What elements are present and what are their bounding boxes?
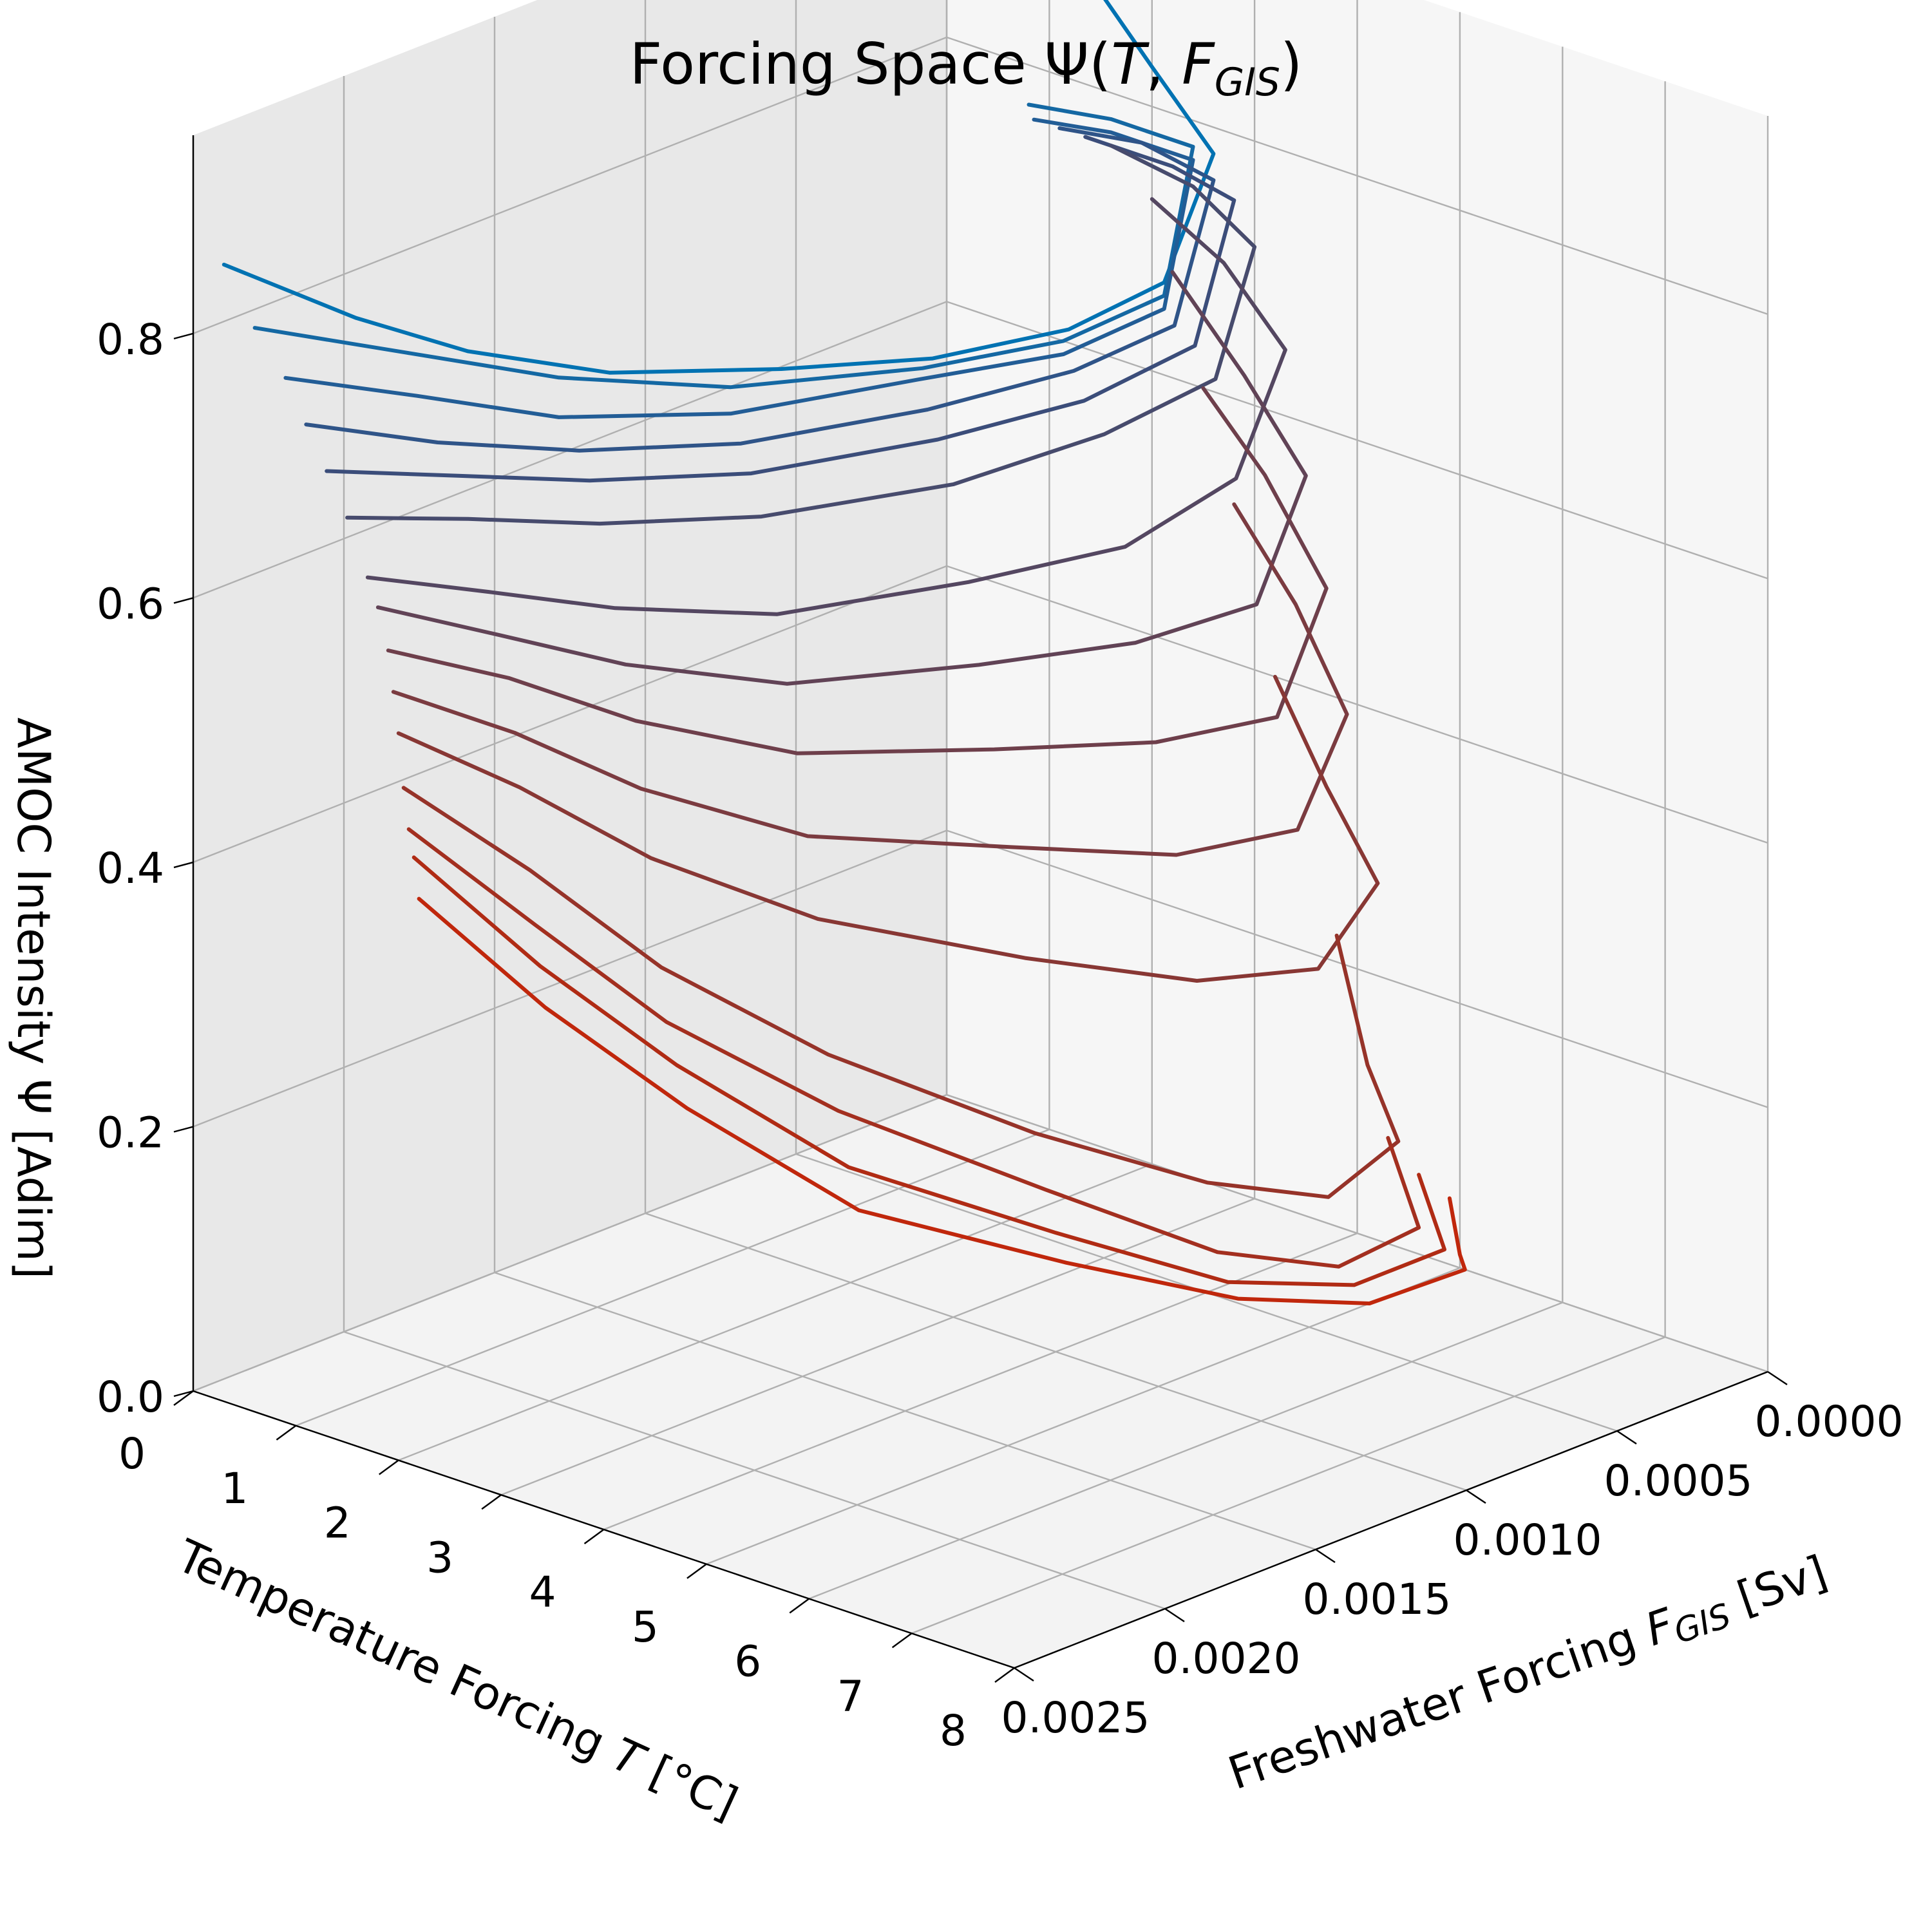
z-tick-label: 0.6 xyxy=(97,579,164,629)
x-tick-label: 3 xyxy=(426,1533,453,1582)
chart-panes xyxy=(193,0,1768,1668)
x-tick-label: 2 xyxy=(324,1499,351,1548)
series-line-13 xyxy=(406,827,1421,1269)
y-tick-label: 0.0000 xyxy=(1755,1397,1904,1446)
y-tick-mark xyxy=(1014,1667,1034,1681)
x-tick-label: 5 xyxy=(632,1602,659,1652)
x-tick-label: 8 xyxy=(940,1706,967,1756)
y-tick-label: 0.0020 xyxy=(1152,1634,1301,1683)
grid-line-z xyxy=(193,301,1768,599)
x-tick-label: 6 xyxy=(734,1637,761,1687)
series-line-6 xyxy=(345,144,1257,526)
x-tick-mark xyxy=(994,1667,1015,1683)
grid-line-z xyxy=(193,829,1768,1128)
y-tick-label: 0.0015 xyxy=(1303,1575,1452,1624)
series-line-11 xyxy=(396,674,1380,983)
y-axis-line xyxy=(1014,1370,1768,1669)
series-line-9 xyxy=(386,386,1329,755)
x-axis-label: Temperature Forcing T [°C] xyxy=(169,1529,746,1830)
series-line-8 xyxy=(375,270,1308,686)
x-tick-label: 1 xyxy=(221,1464,248,1513)
z-tick-mark xyxy=(173,1126,194,1133)
series-line-12 xyxy=(401,786,1401,1199)
z-tick-label: 0.2 xyxy=(97,1108,164,1158)
grid-line-z xyxy=(193,36,1768,335)
x-tick-label: 0 xyxy=(118,1429,146,1479)
grid-line-z xyxy=(193,1094,1768,1392)
series-line-14 xyxy=(412,855,1446,1287)
x-tick-mark xyxy=(276,1425,297,1441)
chart-title: Forcing Space Ψ(T, FGIS) xyxy=(630,31,1303,105)
x-tick-mark xyxy=(891,1633,913,1649)
series-line-1 xyxy=(222,0,1216,375)
series-line-4 xyxy=(304,126,1216,453)
x-tick-label: 7 xyxy=(837,1671,864,1721)
z-tick-label: 0.0 xyxy=(97,1372,164,1422)
y-tick-mark xyxy=(1315,1549,1336,1563)
y-tick-label: 0.0025 xyxy=(1001,1693,1150,1743)
z-tick-mark xyxy=(173,861,194,869)
x-tick-mark xyxy=(173,1390,194,1406)
x-tick-mark xyxy=(687,1563,707,1579)
x-tick-mark xyxy=(583,1529,605,1544)
z-tick-mark xyxy=(173,597,194,604)
x-tick-mark xyxy=(481,1494,502,1510)
z-tick-label: 0.8 xyxy=(97,315,164,365)
y-tick-mark xyxy=(1466,1490,1486,1504)
x-tick-label: 4 xyxy=(529,1567,556,1617)
grid-line-z xyxy=(193,565,1768,864)
x-tick-mark xyxy=(379,1459,399,1475)
series-line-7 xyxy=(365,197,1287,616)
series-line-5 xyxy=(325,135,1236,483)
z-axis-label: AMOC Intensity Ψ [Adim] xyxy=(7,717,60,1279)
y-tick-mark xyxy=(1767,1371,1788,1385)
z-tick-mark xyxy=(173,332,194,340)
y-tick-mark xyxy=(1616,1430,1637,1444)
x-tick-mark xyxy=(789,1598,810,1614)
z-tick-mark xyxy=(173,1390,194,1397)
y-tick-mark xyxy=(1164,1608,1185,1622)
y-tick-label: 0.0005 xyxy=(1604,1456,1753,1506)
z-tick-label: 0.4 xyxy=(97,844,164,893)
series-line-10 xyxy=(391,502,1349,857)
series-line-15 xyxy=(417,896,1467,1305)
chart-series-layer xyxy=(222,0,1467,1305)
series-line-2 xyxy=(252,102,1195,390)
y-tick-label: 0.0010 xyxy=(1454,1515,1602,1565)
chart-ticks-layer: 0123456780.00000.00050.00100.00150.00200… xyxy=(97,315,1903,1756)
